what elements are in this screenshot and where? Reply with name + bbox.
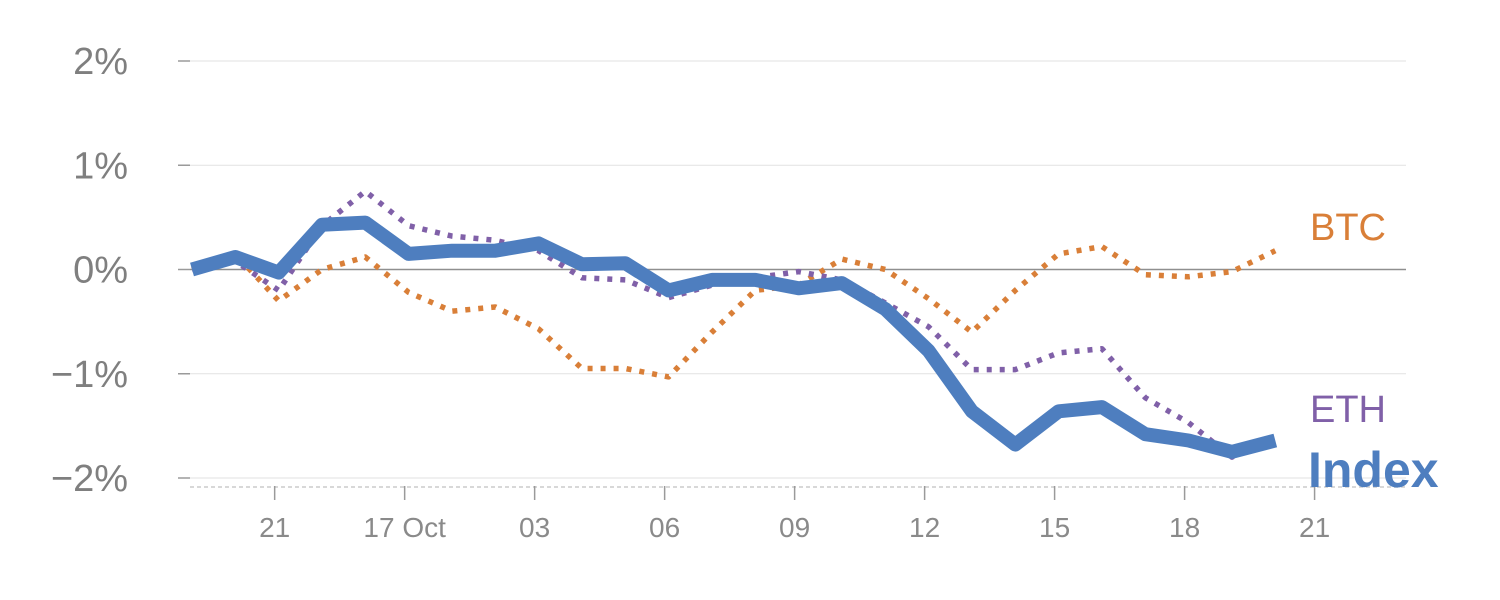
- x-tick-label: 15: [1039, 512, 1070, 543]
- series-label-layer: BTC ETH Index: [1308, 207, 1439, 498]
- x-tick-label: 06: [649, 512, 680, 543]
- y-tick-label: 0%: [73, 250, 128, 292]
- x-tick-label: 21: [259, 512, 290, 543]
- y-tick-label: −1%: [51, 354, 128, 396]
- y-tick-label: −2%: [51, 458, 128, 500]
- x-tick-label: 12: [909, 512, 940, 543]
- series-layer: [190, 188, 1278, 460]
- axis-layer: 2% 1% 0% −1% −2% 21 17 Oct 03 06 09 12 15 18 21: [51, 41, 1406, 543]
- series-label-index: Index: [1308, 442, 1439, 498]
- series-label-eth: ETH: [1310, 389, 1386, 431]
- x-tick-label: 09: [779, 512, 810, 543]
- y-tick-label: 2%: [73, 41, 128, 83]
- series-line-index: [190, 215, 1278, 459]
- x-tick-label: 18: [1169, 512, 1200, 543]
- y-tick-label: 1%: [73, 145, 128, 187]
- x-tick-label: 03: [519, 512, 550, 543]
- x-tick-label: 17 Oct: [363, 512, 446, 543]
- x-tick-label: 21: [1299, 512, 1330, 543]
- series-label-btc: BTC: [1310, 207, 1386, 249]
